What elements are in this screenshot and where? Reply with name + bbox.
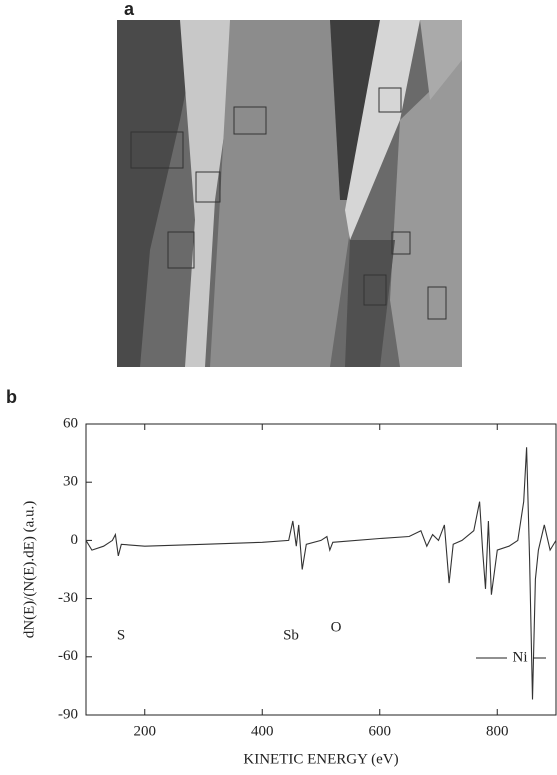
spectrum-line (85, 447, 557, 700)
sem-image (117, 20, 462, 367)
x-tick-label: 200 (134, 723, 157, 739)
y-axis-label: dN(E)/(N(E).dE) (a.u.) (21, 501, 37, 638)
x-tick-label: 800 (486, 723, 509, 739)
y-tick-label: 30 (63, 474, 78, 490)
y-tick-label: 0 (71, 532, 79, 548)
peak-annotation: S (117, 627, 125, 643)
x-axis-label: KINETIC ENERGY (eV) (243, 751, 398, 767)
panel-label: b (6, 387, 17, 407)
x-tick-label: 400 (251, 723, 274, 739)
y-tick-label: -60 (58, 648, 78, 664)
y-tick-label: 60 (63, 415, 78, 431)
peak-annotation: Ni (513, 649, 528, 665)
y-tick-label: -30 (58, 590, 78, 606)
y-tick-label: -90 (58, 706, 78, 722)
panel-label: a (124, 0, 135, 19)
x-tick-label: 600 (369, 723, 392, 739)
peak-annotation: O (331, 619, 342, 635)
plot-frame (85, 423, 557, 716)
peak-annotation: Sb (283, 627, 299, 643)
